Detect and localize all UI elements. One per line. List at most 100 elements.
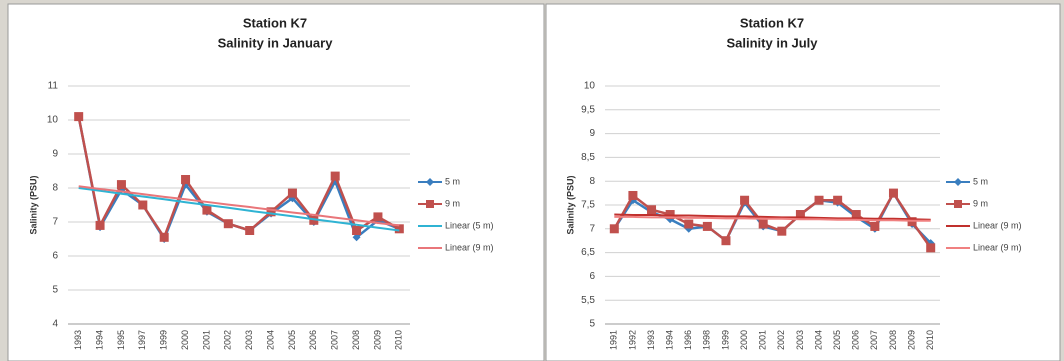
marker (702, 221, 712, 231)
marker (647, 205, 657, 215)
x-tick-label: 2005 (832, 330, 842, 350)
x-tick-label: 2000 (739, 330, 749, 350)
marker (758, 219, 768, 229)
y-tick-label: 6,5 (581, 247, 595, 258)
x-tick-label: 2003 (244, 330, 254, 350)
x-tick-label: 1993 (73, 330, 83, 350)
y-tick-label: 5 (589, 319, 595, 330)
marker (181, 175, 191, 184)
marker (159, 232, 169, 242)
x-tick-label: 1999 (159, 330, 169, 350)
marker (628, 190, 638, 200)
marker (888, 188, 898, 198)
marker (352, 226, 362, 235)
marker (202, 205, 212, 215)
x-tick-label: 2001 (201, 330, 211, 350)
marker (740, 195, 750, 205)
x-tick-label: 2009 (906, 330, 916, 350)
marker (684, 219, 694, 229)
legend-label: 9 m (445, 198, 460, 208)
legend-marker (426, 200, 434, 208)
x-tick-label: 2004 (265, 330, 275, 350)
y-tick-label: 9 (52, 149, 58, 160)
chart-subtitle: Salinity in January (218, 35, 334, 50)
marker (795, 210, 805, 220)
legend-label: 5 m (445, 176, 460, 186)
marker (833, 195, 843, 205)
y-axis-label: Salinity (PSU) (28, 175, 38, 234)
chart-title: Station K7 (740, 15, 804, 30)
legend-marker (954, 200, 962, 208)
y-tick-label: 7 (52, 217, 58, 228)
x-tick-label: 1997 (137, 330, 147, 350)
series-line (614, 215, 931, 222)
x-tick-label: 2001 (758, 330, 768, 350)
y-tick-label: 11 (48, 81, 59, 92)
y-tick-label: 7 (589, 223, 595, 234)
marker (870, 221, 880, 231)
marker (330, 171, 340, 181)
x-tick-label: 2000 (180, 330, 190, 350)
y-tick-label: 8,5 (581, 152, 595, 163)
x-tick-label: 1992 (627, 330, 637, 350)
y-tick-label: 6 (52, 251, 58, 262)
marker (138, 200, 148, 210)
legend-marker (426, 178, 434, 186)
marker (777, 226, 787, 236)
x-tick-label: 2006 (851, 330, 861, 350)
x-tick-label: 1999 (720, 330, 730, 350)
x-tick-label: 2004 (813, 330, 823, 350)
x-tick-label: 2007 (869, 330, 879, 350)
x-tick-label: 2008 (888, 330, 898, 350)
marker (287, 188, 297, 198)
x-tick-label: 1995 (116, 330, 126, 350)
marker (609, 224, 619, 234)
legend-label: Linear (5 m) (445, 220, 494, 230)
panel (545, 3, 1061, 361)
y-tick-label: 7,5 (581, 200, 595, 211)
x-tick-label: 2002 (223, 330, 233, 350)
y-tick-label: 9,5 (581, 104, 595, 115)
marker (851, 210, 861, 220)
series-line (614, 213, 931, 221)
x-tick-label: 2010 (925, 330, 935, 350)
x-tick-label: 2009 (372, 330, 382, 350)
x-tick-label: 1991 (609, 330, 619, 350)
marker (352, 233, 361, 242)
y-tick-label: 8 (589, 176, 595, 187)
y-tick-label: 9 (589, 128, 595, 139)
x-tick-label: 2003 (795, 330, 805, 350)
legend-marker (954, 178, 962, 186)
y-tick-label: 8 (52, 183, 58, 194)
y-tick-label: 5 (52, 285, 58, 296)
marker (266, 207, 276, 217)
y-tick-label: 4 (52, 319, 58, 330)
y-axis-label: Salinity (PSU) (565, 175, 575, 234)
x-tick-label: 1993 (646, 330, 656, 350)
marker (309, 215, 319, 225)
marker (394, 224, 404, 234)
chart-title: Station K7 (243, 15, 307, 30)
y-tick-label: 10 (584, 81, 596, 92)
chart-subtitle: Salinity in July (726, 35, 818, 50)
x-tick-label: 2002 (776, 330, 786, 350)
series-line (78, 185, 400, 227)
y-tick-label: 5,5 (581, 295, 595, 306)
marker (223, 219, 233, 229)
marker (926, 243, 936, 253)
y-tick-label: 10 (47, 115, 59, 126)
x-tick-label: 2008 (351, 330, 361, 350)
x-tick-label: 1996 (683, 330, 693, 350)
x-tick-label: 2005 (287, 330, 297, 350)
legend-label: 5 m (973, 176, 988, 186)
x-tick-label: 1994 (665, 330, 675, 350)
marker (814, 195, 824, 205)
panel (7, 3, 545, 361)
marker (74, 112, 84, 122)
series-line (78, 187, 400, 232)
legend-label: Linear (9 m) (973, 242, 1022, 252)
x-tick-label: 2010 (394, 330, 404, 350)
marker (373, 212, 383, 222)
legend-label: Linear (9 m) (973, 220, 1022, 230)
